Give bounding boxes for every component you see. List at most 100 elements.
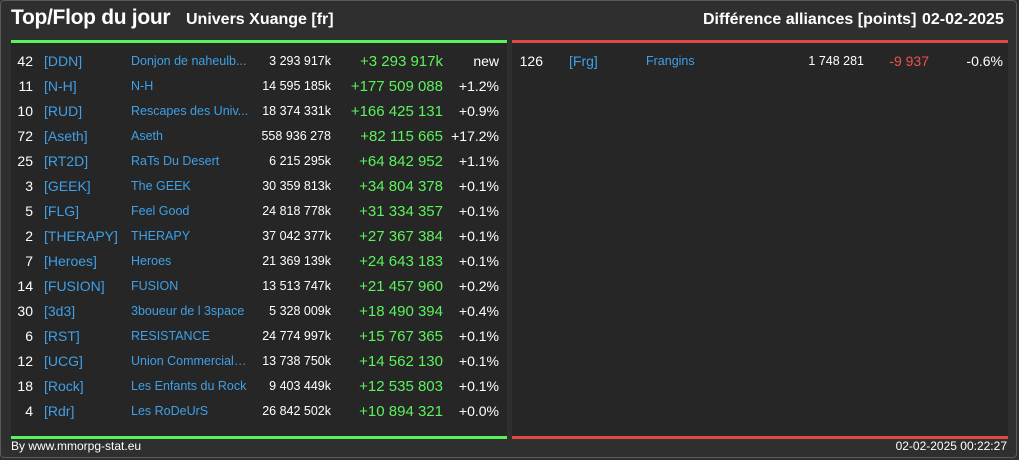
alliance-name-link[interactable]: Heroes xyxy=(131,254,172,268)
alliance-tag-link[interactable]: [Frg] xyxy=(569,53,598,69)
alliance-diff: +3 293 917k xyxy=(360,53,443,70)
alliance-points: 18 374 331k xyxy=(262,104,331,118)
alliance-tag-link[interactable]: [RUD] xyxy=(44,103,83,119)
alliance-pct: +17.2% xyxy=(451,128,499,144)
alliance-tag-link[interactable]: [THERAPY] xyxy=(44,228,118,244)
alliance-row: 126 [Frg] Frangins 1 748 281 -9 937 -0.6% xyxy=(512,49,1008,74)
alliance-rank: 42 xyxy=(17,53,33,69)
alliance-points: 558 936 278 xyxy=(261,129,331,143)
alliance-name-link[interactable]: Donjon de naheulb... xyxy=(131,54,247,68)
alliance-row: 12 [UCG] Union Commerciale... 13 738 750k +1… xyxy=(11,349,507,374)
alliance-rank: 2 xyxy=(25,228,33,244)
alliance-diff: +15 767 365 xyxy=(359,328,443,345)
alliance-rank: 5 xyxy=(25,203,33,219)
alliance-name-link[interactable]: Union Commerciale... xyxy=(131,354,251,368)
alliance-rank: 6 xyxy=(25,328,33,344)
alliance-points: 21 369 139k xyxy=(262,254,331,268)
alliance-row: 6 [RST] RESISTANCE 24 774 997k +15 767 365 +0… xyxy=(11,324,507,349)
alliance-points: 13 513 747k xyxy=(262,279,331,293)
source-link[interactable]: By www.mmorpg-stat.eu xyxy=(11,439,142,453)
alliance-row: 42 [DDN] Donjon de naheulb... 3 293 917k +3 … xyxy=(11,49,507,74)
alliance-tag-link[interactable]: [FUSION] xyxy=(44,278,105,294)
alliance-rank: 11 xyxy=(18,78,33,94)
alliance-points: 6 215 295k xyxy=(269,154,331,168)
alliance-tag-link[interactable]: [GEEK] xyxy=(44,178,91,194)
alliance-name-link[interactable]: Les Enfants du Rock xyxy=(131,379,247,393)
alliance-tag-link[interactable]: [Rdr] xyxy=(44,403,75,419)
alliance-tag-link[interactable]: [N-H] xyxy=(44,78,77,94)
alliance-pct: -0.6% xyxy=(966,53,1003,69)
alliance-pct: +0.9% xyxy=(458,103,499,119)
alliance-points: 37 042 377k xyxy=(262,229,331,243)
alliance-points: 26 842 502k xyxy=(262,404,331,418)
alliance-diff: +18 490 394 xyxy=(359,303,443,320)
alliance-tag-link[interactable]: [Heroes] xyxy=(44,253,97,269)
universe-label: Univers Xuange [fr] xyxy=(186,11,334,28)
alliance-rank: 18 xyxy=(17,378,33,394)
alliance-points: 9 403 449k xyxy=(269,379,331,393)
alliance-name-link[interactable]: Les RoDeUrS xyxy=(131,404,209,418)
alliance-points: 24 774 997k xyxy=(262,329,331,343)
alliance-name-link[interactable]: Aseth xyxy=(131,129,163,143)
alliance-tag-link[interactable]: [FLG] xyxy=(44,203,80,219)
alliance-rank: 72 xyxy=(17,128,33,144)
alliance-points: 14 595 185k xyxy=(262,79,331,93)
alliance-name-link[interactable]: N-H xyxy=(131,79,154,93)
alliance-row: 7 [Heroes] Heroes 21 369 139k +24 643 183 +0.… xyxy=(11,249,507,274)
alliance-diff: +64 842 952 xyxy=(359,153,443,170)
alliance-points: 3 293 917k xyxy=(269,54,331,68)
alliance-row: 25 [RT2D] RaTs Du Desert 6 215 295k +64 842 … xyxy=(11,149,507,174)
alliance-row: 14 [FUSION] FUSION 13 513 747k +21 457 960 +0… xyxy=(11,274,507,299)
alliance-rank: 7 xyxy=(25,253,33,269)
alliance-points: 1 748 281 xyxy=(808,54,864,68)
alliance-diff: +24 643 183 xyxy=(359,253,443,270)
alliance-points: 24 818 778k xyxy=(262,204,331,218)
alliance-rank: 30 xyxy=(17,303,33,319)
alliance-points: 30 359 813k xyxy=(262,179,331,193)
alliance-diff: -9 937 xyxy=(889,53,929,69)
alliance-tag-link[interactable]: [3d3] xyxy=(44,303,76,319)
alliance-row: 3 [GEEK] The GEEK 30 359 813k +34 804 378 +0.… xyxy=(11,174,507,199)
alliance-tag-link[interactable]: [RST] xyxy=(44,328,80,344)
alliance-diff: +10 894 321 xyxy=(359,403,443,420)
alliance-name-link[interactable]: Feel Good xyxy=(131,204,190,218)
alliance-pct: +0.2% xyxy=(458,278,499,294)
alliance-diff: +21 457 960 xyxy=(359,278,443,295)
alliance-name-link[interactable]: Rescapes des Univ... xyxy=(131,104,249,118)
alliance-diff-title: Différence alliances [points] xyxy=(703,11,917,28)
alliance-pct: +0.1% xyxy=(458,353,499,369)
alliance-diff: +31 334 357 xyxy=(359,203,443,220)
alliance-tag-link[interactable]: [Rock] xyxy=(44,378,84,394)
alliance-name-link[interactable]: Frangins xyxy=(646,54,695,68)
alliance-row: 2 [THERAPY] THERAPY 37 042 377k +27 367 384 +… xyxy=(11,224,507,249)
alliance-tag-link[interactable]: [DDN] xyxy=(44,53,83,69)
alliance-diff: +34 804 378 xyxy=(359,178,443,195)
alliance-rank: 14 xyxy=(17,278,33,294)
alliance-row: 18 [Rock] Les Enfants du Rock 9 403 449k +12… xyxy=(11,374,507,399)
alliance-row: 72 [Aseth] Aseth 558 936 278 +82 115 665 +17.… xyxy=(11,124,507,149)
alliance-pct: +0.1% xyxy=(458,253,499,269)
alliance-pct: +0.0% xyxy=(458,403,499,419)
alliance-row: 5 [FLG] Feel Good 24 818 778k +31 334 357 +0.… xyxy=(11,199,507,224)
alliance-diff: +12 535 803 xyxy=(359,378,443,395)
alliance-pct: +0.1% xyxy=(458,328,499,344)
alliance-name-link[interactable]: FUSION xyxy=(131,279,179,293)
header-date: 02-02-2025 xyxy=(922,11,1004,28)
alliance-name-link[interactable]: RESISTANCE xyxy=(131,329,210,343)
alliance-rank: 25 xyxy=(17,153,33,169)
alliance-name-link[interactable]: 3boueur de l 3space xyxy=(131,304,245,318)
alliance-tag-link[interactable]: [UCG] xyxy=(44,353,83,369)
alliance-diff: +166 425 131 xyxy=(350,103,443,120)
alliance-name-link[interactable]: RaTs Du Desert xyxy=(131,154,220,168)
alliance-diff: +27 367 384 xyxy=(359,228,443,245)
alliance-name-link[interactable]: THERAPY xyxy=(131,229,191,243)
alliance-name-link[interactable]: The GEEK xyxy=(131,179,191,193)
alliance-rank: 12 xyxy=(17,353,33,369)
alliance-rank: 10 xyxy=(17,103,33,119)
alliance-tag-link[interactable]: [Aseth] xyxy=(44,128,88,144)
alliance-rank: 126 xyxy=(519,53,543,69)
alliance-row: 10 [RUD] Rescapes des Univ... 18 374 331k +1… xyxy=(11,99,507,124)
alliance-pct: +0.4% xyxy=(458,303,499,319)
alliance-pct: +0.1% xyxy=(458,378,499,394)
alliance-tag-link[interactable]: [RT2D] xyxy=(44,153,89,169)
